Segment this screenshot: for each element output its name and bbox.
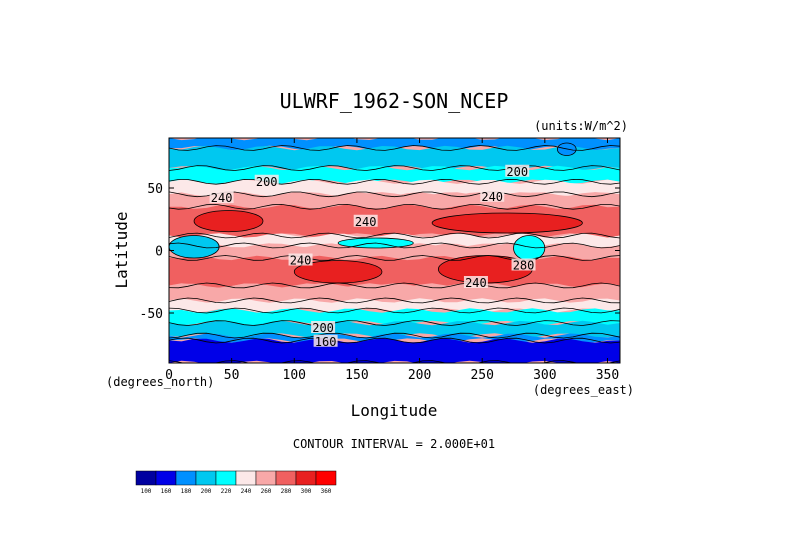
contour-label-bg <box>505 164 530 177</box>
y-tick-label: 0 <box>155 245 163 260</box>
contour-label: 240 <box>290 254 312 268</box>
contour-label-bg <box>311 321 336 333</box>
contour-line <box>169 242 620 249</box>
contour-label: 160 <box>315 335 337 349</box>
contour-label-bg <box>480 189 505 202</box>
colorbar-swatch <box>135 470 157 486</box>
contour-label: 240 <box>481 190 503 204</box>
contour-line <box>169 255 620 261</box>
colorbar-swatch <box>315 470 337 486</box>
colorbar-level-label: 220 <box>221 488 232 495</box>
y-unit-note: (degrees_north) <box>106 375 214 389</box>
contour-label: 240 <box>465 276 487 290</box>
colorbar-level-label: 180 <box>181 488 192 495</box>
contour-line <box>169 282 620 289</box>
contour-line <box>169 337 620 344</box>
contour-label: 240 <box>355 215 377 229</box>
x-tick-label: 150 <box>345 368 368 383</box>
colorbar-level-label: 200 <box>201 488 212 495</box>
contour-label: 200 <box>506 165 528 179</box>
colorbar-swatch <box>295 470 317 486</box>
contour-line <box>169 203 620 210</box>
x-unit-note: (degrees_east) <box>533 383 634 397</box>
colorbar: 100 160 180 200 220 240 260 280 300 360 <box>135 470 337 495</box>
colorbar-level-label: 300 <box>301 488 312 495</box>
zonal-band <box>169 145 620 171</box>
colorbar-level-label: 260 <box>261 488 272 495</box>
contour-line <box>169 232 620 239</box>
y-axis-label: Latitude <box>112 211 131 288</box>
y-tick-label: 50 <box>147 182 163 197</box>
x-tick-label: 0 <box>165 368 173 383</box>
contour-label-bg <box>353 214 378 227</box>
contour-label-bg <box>288 253 313 266</box>
contour-label: 240 <box>211 191 233 205</box>
contour-label-bg <box>463 276 488 288</box>
plot-area <box>169 138 620 363</box>
field-spot <box>193 210 264 233</box>
colorbar-swatch <box>175 470 197 486</box>
contour-label: 280 <box>513 259 535 273</box>
units-label: (units:W/m^2) <box>534 119 628 133</box>
colorbar-level-label: 240 <box>241 488 252 495</box>
x-tick-label: 200 <box>408 368 431 383</box>
contour-line <box>169 332 620 339</box>
colorbar-swatch <box>235 470 257 486</box>
colorbar-level-label: 100 <box>141 488 152 495</box>
colorbar-swatch <box>255 470 277 486</box>
x-tick-label: 350 <box>596 368 619 383</box>
contour-label: 200 <box>256 175 278 189</box>
colorbar-swatch <box>155 470 177 486</box>
contour-line <box>169 320 620 326</box>
contour-line <box>169 307 620 314</box>
contour-interval-note: CONTOUR INTERVAL = 2.000E+01 <box>293 437 495 451</box>
zonal-band <box>169 298 620 313</box>
contour-line <box>169 191 620 198</box>
zonal-band <box>169 338 620 363</box>
contour-line <box>169 145 620 151</box>
x-tick-label: 100 <box>283 368 306 383</box>
x-tick-label: 50 <box>224 368 240 383</box>
contour-line <box>169 297 620 304</box>
contour-label-bg <box>209 191 234 203</box>
colorbar-level-label: 160 <box>161 488 172 495</box>
contour-label-bg <box>313 334 338 347</box>
field-spot <box>169 235 220 259</box>
contour-line <box>169 178 620 185</box>
colorbar-swatch <box>275 470 297 486</box>
chart-title: ULWRF_1962-SON_NCEP <box>280 89 509 113</box>
x-tick-label: 300 <box>533 368 556 383</box>
x-axis-label: Longitude <box>351 401 438 420</box>
colorbar-swatch <box>195 470 217 486</box>
x-tick-label: 250 <box>470 368 493 383</box>
contour-label: 200 <box>312 321 334 335</box>
contour-label-bg <box>511 258 536 271</box>
contour-label-bg <box>254 174 279 187</box>
colorbar-level-label: 280 <box>281 488 292 495</box>
colorbar-level-label: 360 <box>321 488 332 495</box>
contour-line <box>169 165 620 171</box>
colorbar-swatch <box>215 470 237 486</box>
field-spot <box>431 212 583 234</box>
y-tick-label: -50 <box>140 307 163 322</box>
